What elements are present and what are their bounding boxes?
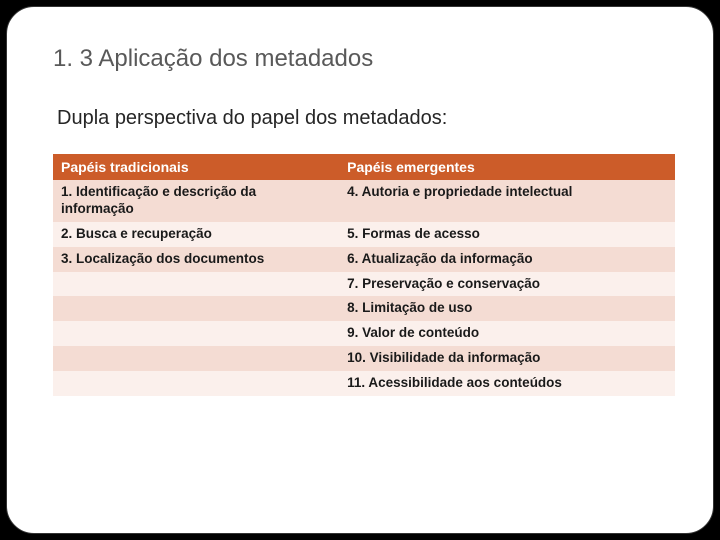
slide-frame: 1. 3 Aplicação dos metadados Dupla persp… <box>6 6 714 534</box>
table-row: 7. Preservação e conservação <box>53 272 675 297</box>
table-row: 3. Localização dos documentos 6. Atualiz… <box>53 247 675 272</box>
col-header-0: Papéis tradicionais <box>53 154 339 180</box>
cell-1-0: 2. Busca e recuperação <box>53 222 339 247</box>
cell-7-0 <box>53 371 339 396</box>
cell-3-1: 7. Preservação e conservação <box>339 272 675 297</box>
table-header-row: Papéis tradicionais Papéis emergentes <box>53 154 675 180</box>
cell-5-1: 9. Valor de conteúdo <box>339 321 675 346</box>
cell-3-0 <box>53 272 339 297</box>
cell-6-0 <box>53 346 339 371</box>
table-row: 8. Limitação de uso <box>53 296 675 321</box>
table-row: 9. Valor de conteúdo <box>53 321 675 346</box>
cell-5-0 <box>53 321 339 346</box>
table-row: 2. Busca e recuperação 5. Formas de aces… <box>53 222 675 247</box>
cell-0-1: 4. Autoria e propriedade intelectual <box>339 180 675 222</box>
table-row: 11. Acessibilidade aos conteúdos <box>53 371 675 396</box>
slide-subtitle: Dupla perspectiva do papel dos metadados… <box>57 107 675 130</box>
cell-7-1: 11. Acessibilidade aos conteúdos <box>339 371 675 396</box>
col-header-1: Papéis emergentes <box>339 154 675 180</box>
table-body: 1. Identificação e descrição da informaç… <box>53 180 675 396</box>
cell-0-0: 1. Identificação e descrição da informaç… <box>53 180 339 222</box>
table-row: 1. Identificação e descrição da informaç… <box>53 180 675 222</box>
cell-4-1: 8. Limitação de uso <box>339 296 675 321</box>
table-row: 10. Visibilidade da informação <box>53 346 675 371</box>
cell-6-1: 10. Visibilidade da informação <box>339 346 675 371</box>
cell-4-0 <box>53 296 339 321</box>
roles-table: Papéis tradicionais Papéis emergentes 1.… <box>53 154 675 396</box>
cell-2-0: 3. Localização dos documentos <box>53 247 339 272</box>
slide-title: 1. 3 Aplicação dos metadados <box>53 45 675 73</box>
cell-1-1: 5. Formas de acesso <box>339 222 675 247</box>
cell-2-1: 6. Atualização da informação <box>339 247 675 272</box>
